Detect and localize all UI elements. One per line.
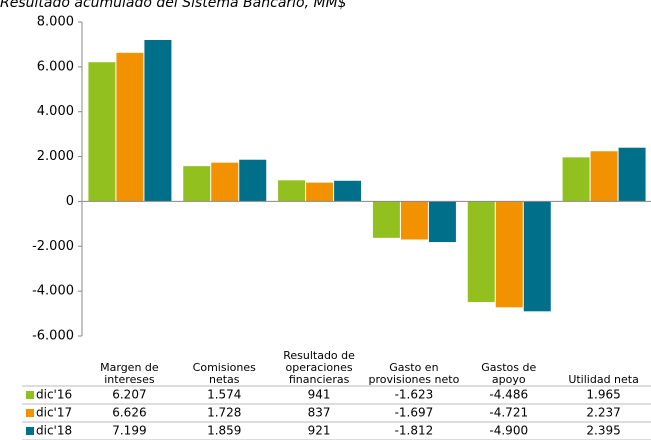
x-tick-label: Utilidad neta: [568, 373, 639, 386]
chart-title: Resultado acumulado del Sistema Bancario…: [0, 0, 347, 11]
table-value: -4.721: [489, 406, 528, 420]
bar: [183, 166, 211, 202]
table-value: 7.199: [112, 424, 146, 438]
legend-swatch: [26, 391, 34, 399]
table-value: 2.237: [586, 406, 620, 420]
y-tick-label: 4.000: [37, 104, 74, 119]
bar: [211, 162, 239, 202]
table-value: 1.574: [207, 388, 241, 402]
bar: [278, 180, 306, 202]
y-tick-label: 8.000: [37, 15, 74, 30]
bar: [334, 180, 362, 202]
bar: [618, 147, 646, 202]
table-value: 941: [308, 388, 331, 402]
bar: [144, 39, 172, 202]
bar: [116, 52, 144, 202]
bar: [562, 157, 590, 202]
legend-label: dic'18: [36, 424, 72, 438]
y-tick-label: -4.000: [32, 284, 74, 299]
bar: [306, 182, 334, 202]
legend-swatch: [26, 427, 34, 435]
bar: [495, 201, 523, 308]
y-tick-label: 2.000: [37, 149, 74, 164]
legend-label: dic'17: [36, 406, 72, 420]
bar: [590, 151, 618, 202]
table-value: -4.900: [489, 424, 528, 438]
table-value: 1.728: [207, 406, 241, 420]
bar: [400, 201, 428, 240]
bar: [372, 201, 400, 238]
table-value: 921: [308, 424, 331, 438]
bar: [88, 62, 116, 202]
y-tick-label: -2.000: [32, 239, 74, 254]
bar: [239, 159, 267, 202]
legend-swatch: [26, 409, 34, 417]
table-value: 837: [308, 406, 331, 420]
x-tick-label: Resultado de operaciones financieras: [283, 349, 355, 386]
bar: [428, 201, 456, 243]
bar: [523, 201, 551, 312]
x-tick-label: Margen de intereses: [100, 361, 159, 386]
table-value: 1.965: [586, 388, 620, 402]
table-value: 6.207: [112, 388, 146, 402]
y-tick-label: -6.000: [32, 329, 74, 344]
x-tick-label: Gasto en provisiones neto: [368, 361, 460, 386]
y-tick-label: 0: [66, 194, 74, 209]
table-value: -1.697: [395, 406, 434, 420]
table-value: 2.395: [586, 424, 620, 438]
table-value: -1.623: [395, 388, 434, 402]
legend-label: dic'16: [36, 388, 72, 402]
table-value: 1.859: [207, 424, 241, 438]
table-value: -4.486: [489, 388, 528, 402]
x-tick-label: Comisiones netas: [192, 361, 256, 386]
bar: [467, 201, 495, 303]
table-value: -1.812: [395, 424, 434, 438]
table-value: 6.626: [112, 406, 146, 420]
x-tick-label: Gastos de apoyo: [481, 361, 537, 386]
y-tick-label: 6.000: [37, 59, 74, 74]
